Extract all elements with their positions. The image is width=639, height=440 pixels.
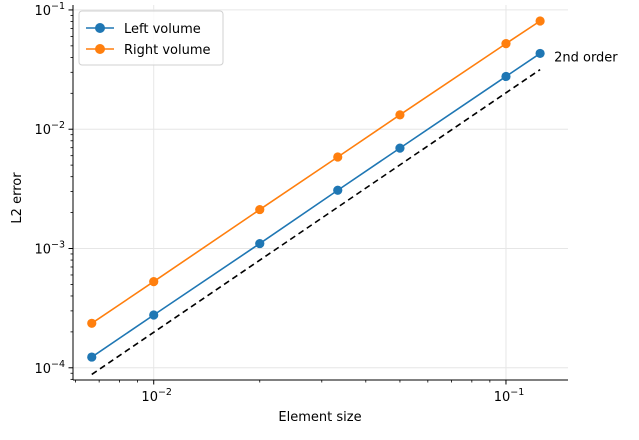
data-point <box>333 185 343 195</box>
data-point <box>255 238 265 249</box>
data-point <box>149 276 159 287</box>
data-point <box>535 16 545 26</box>
data-point <box>333 152 343 162</box>
legend-marker-right-volume <box>95 44 105 54</box>
y-tick-label: 10−1 <box>34 1 65 19</box>
legend-label-left-volume: Left volume <box>124 22 201 37</box>
grid <box>73 5 568 380</box>
x-tick-label: 10−1 <box>494 387 525 405</box>
y-tick-label: 10−4 <box>34 359 65 377</box>
series-line-0 <box>91 52 541 358</box>
data-point <box>501 71 511 82</box>
legend-label-right-volume: Right volume <box>124 43 211 58</box>
reference-label: 2nd order <box>554 51 618 66</box>
x-tick-label: 10−2 <box>141 387 172 405</box>
legend-item-right-volume: Right volume <box>86 43 211 58</box>
x-axis-label: Element size <box>278 410 361 425</box>
data-point <box>395 143 405 153</box>
plot-area <box>87 16 545 376</box>
series-line-1 <box>91 20 541 324</box>
y-tick-label: 10−2 <box>34 120 65 138</box>
data-point <box>395 110 405 120</box>
legend-marker-left-volume <box>95 23 105 33</box>
data-point <box>87 318 97 328</box>
data-point <box>501 39 511 49</box>
data-point <box>535 48 545 59</box>
data-point <box>255 204 265 215</box>
reference-line <box>91 68 541 376</box>
y-axis-label: L2 error <box>10 172 25 224</box>
axes: 10−2 10−1 10−4 10−3 10−2 10−1 <box>34 1 568 405</box>
legend-frame <box>78 10 224 66</box>
data-point <box>87 352 97 362</box>
y-tick-label: 10−3 <box>34 240 65 258</box>
data-point <box>149 310 159 320</box>
legend: Left volume Right volume <box>78 10 224 66</box>
legend-item-left-volume: Left volume <box>86 22 201 37</box>
